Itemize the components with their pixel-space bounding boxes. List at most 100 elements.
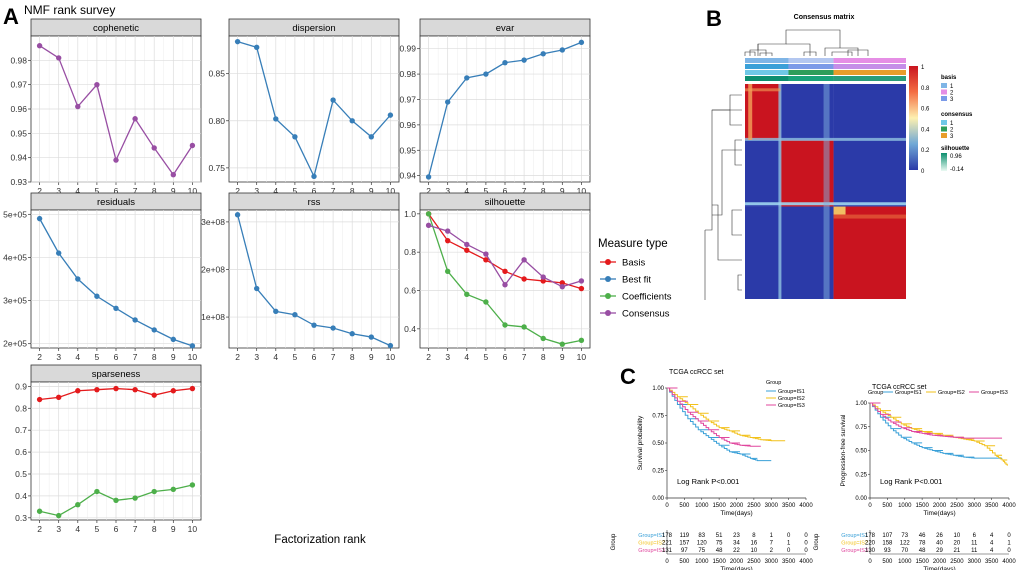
nmf-title: NMF rank survey: [24, 3, 115, 17]
legend-item-best-fit: Best fit: [600, 275, 651, 286]
km-ytick-label: 1.00: [652, 386, 664, 392]
risk-table-cell: 2: [770, 548, 774, 554]
risk-table-cell: 83: [698, 533, 705, 539]
facet-xtick-label: 5: [293, 352, 298, 362]
colorbar-tick-label: 0.6: [921, 107, 930, 113]
km-title: TCGA ccRCC set: [669, 369, 724, 376]
risk-table-cell: 4: [990, 533, 994, 539]
km-xtick-label: 1500: [915, 503, 929, 509]
km-xtick-label: 2000: [933, 503, 947, 509]
risk-table-cell: 8: [752, 533, 756, 539]
risk-xtick-label: 3000: [968, 559, 982, 565]
facet-xtick-label: 7: [133, 524, 138, 534]
data-point: [151, 392, 157, 398]
legend-item-basis: Basis: [600, 258, 645, 269]
data-point: [502, 282, 508, 288]
data-point: [502, 59, 508, 66]
data-point: [464, 75, 470, 81]
facet-xtick-label: 6: [503, 352, 508, 362]
risk-table-cell: 70: [901, 548, 908, 554]
data-point: [464, 247, 470, 253]
risk-xtick-label: 500: [882, 559, 893, 565]
risk-table-cell: 93: [884, 548, 891, 554]
facet-ytick-label: 2e+08: [201, 264, 225, 274]
risk-table-cell: 4: [990, 548, 994, 554]
risk-table-cell: 46: [919, 533, 926, 539]
km-ytick-label: 1.00: [855, 401, 867, 407]
facet-ytick-label: 1e+08: [201, 312, 225, 322]
risk-xlabel: Time(days): [720, 566, 752, 570]
risk-table-cell: 1: [770, 533, 774, 539]
risk-table-cell: 16: [751, 541, 758, 547]
data-point: [483, 251, 489, 257]
km-ytick-label: 0.25: [855, 472, 867, 478]
facet-xtick-label: 9: [560, 186, 565, 196]
risk-table-cell: 178: [662, 533, 673, 539]
risk-table-cell: 0: [787, 548, 791, 554]
risk-table-cell: 6: [973, 533, 977, 539]
facet-strip-label: dispersion: [292, 23, 335, 34]
facet-xtick-label: 2: [235, 352, 240, 362]
km-xlabel: Time(days): [720, 510, 752, 517]
facet-ytick-label: 0.96: [399, 120, 416, 130]
data-point: [253, 44, 260, 51]
panel-label-a: A: [3, 4, 19, 29]
risk-table-cell: 130: [865, 548, 876, 554]
risk-table-cell: 34: [733, 541, 740, 547]
facet-ytick-label: 0.97: [399, 94, 416, 104]
facet-cophenetic: cophenetic 2 3 4 5 6 7 8 9 10 0.93 0.94 0.95 0.96 0.97…: [10, 18, 202, 196]
colorbar-tick-label: 1: [921, 65, 925, 71]
risk-table-cell: 22: [733, 548, 740, 554]
data-point: [36, 215, 43, 222]
facet-xtick-label: 5: [95, 352, 100, 362]
risk-table-cell: 0: [1007, 533, 1011, 539]
risk-table-row-label: Group=IS2: [841, 541, 868, 547]
data-point: [349, 118, 355, 124]
facet-xtick-label: 8: [541, 352, 546, 362]
data-point: [170, 172, 177, 178]
facet-ytick-label: 0.96: [10, 104, 27, 114]
facet-xtick-label: 8: [350, 352, 355, 362]
facet-sparseness: sparseness 2 3 4 5 6 7 8 9 10 0.3 0.4 0.5 0.6 0.7 0.8 0.…: [15, 364, 202, 534]
facet-xtick-label: 6: [114, 524, 119, 534]
consensus-heatmap: 10.80.60.40.20basis123consensus123silhou…: [704, 29, 973, 300]
legend-consensus-label: 1: [950, 121, 954, 127]
data-point: [559, 341, 566, 347]
legend-consensus-title: consensus: [941, 112, 973, 118]
facet-ytick-label: 0.85: [208, 69, 225, 79]
risk-xtick-label: 3500: [985, 559, 999, 565]
facet-xtick-label: 7: [331, 186, 336, 196]
risk-table-cell: 4: [990, 541, 994, 547]
facet-xtick-label: 3: [445, 352, 450, 362]
data-point: [36, 396, 43, 403]
km-xtick-label: 1500: [712, 503, 726, 509]
legend-silhouette-tick: -0.14: [950, 167, 964, 173]
data-point: [113, 305, 119, 312]
data-point: [483, 257, 489, 263]
facet-ytick-label: 0.94: [10, 153, 27, 163]
facet-rss: rss 2 3 4 5 6 7 8 9 10 1e+08 2e+08 3e+08: [201, 192, 400, 362]
km-xtick-label: 1000: [695, 503, 709, 509]
risk-table-cell: 120: [697, 541, 708, 547]
data-point: [75, 501, 81, 508]
risk-xtick-label: 3500: [782, 559, 796, 565]
facet-xtick-label: 9: [369, 186, 374, 196]
facet-xtick-label: 6: [114, 186, 119, 196]
risk-table-cell: 157: [679, 541, 690, 547]
data-point: [189, 385, 196, 392]
facet-xtick-label: 4: [75, 524, 80, 534]
km-curve-is3: [870, 402, 1003, 439]
data-point: [387, 342, 394, 349]
facet-xtick-label: 7: [522, 352, 527, 362]
data-point: [113, 385, 119, 392]
data-point: [189, 482, 196, 488]
km-logrank: Log Rank P<0.001: [880, 477, 942, 486]
heatmap-cells: [745, 84, 906, 299]
annotation-track: [745, 76, 906, 81]
colorbar-tick-label: 0.8: [921, 86, 930, 92]
legend-basis-label: 2: [950, 91, 954, 97]
data-point: [578, 337, 585, 344]
risk-table-cell: 75: [698, 548, 705, 554]
facet-ytick-label: 0.8: [15, 403, 27, 413]
data-point: [330, 97, 336, 103]
